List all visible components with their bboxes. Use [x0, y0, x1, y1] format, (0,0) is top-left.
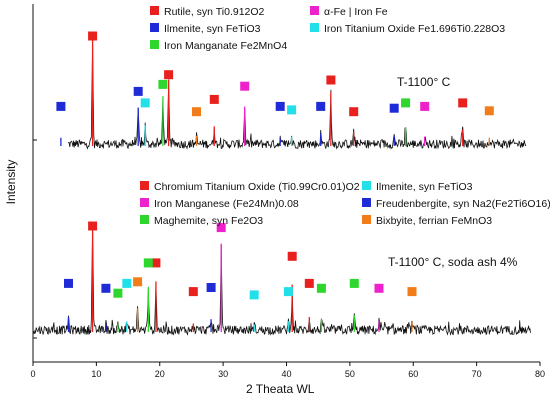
- phase-marker: [401, 98, 411, 108]
- phase-marker: [349, 278, 359, 288]
- phase-marker: [158, 79, 168, 89]
- phase-marker: [133, 277, 143, 287]
- legend-label-ilmenite: Ilmenite, syn FeTiO3: [164, 23, 261, 35]
- x-tick-label: 30: [218, 369, 228, 379]
- legend-swatch-bixbyite: [362, 215, 371, 224]
- phase-marker: [407, 287, 417, 297]
- x-axis-ticks: 0 10 20 30 40 50 60 70 80: [30, 362, 545, 379]
- legend-swatch-rutile: [150, 6, 159, 15]
- phase-marker: [283, 287, 293, 297]
- phase-marker: [113, 288, 123, 298]
- pattern-lines: [32, 40, 531, 336]
- phase-marker: [56, 101, 66, 111]
- x-tick-label: 80: [535, 369, 545, 379]
- phase-marker: [326, 75, 336, 85]
- phase-marker: [316, 101, 326, 111]
- phase-marker: [275, 101, 285, 111]
- phase-marker: [458, 98, 468, 108]
- legend-swatch-ilmenite: [150, 23, 159, 32]
- phase-marker: [374, 283, 384, 293]
- pattern-line-top: [67, 40, 527, 150]
- x-tick-label: 60: [408, 369, 418, 379]
- phase-marker: [151, 258, 161, 268]
- legend-label-iron-titanium-oxide: Iron Titanium Oxide Fe1.696Ti0.228O3: [324, 23, 505, 35]
- legend-top: Rutile, syn Ti0.912O2 α-Fe | Iron Fe Ilm…: [150, 6, 505, 52]
- phase-marker: [133, 86, 143, 96]
- legend-swatch-iron-titanium-oxide: [310, 23, 319, 32]
- phase-markers: [56, 31, 494, 300]
- x-tick-label: 10: [91, 369, 101, 379]
- legend-label-rutile: Rutile, syn Ti0.912O2: [164, 6, 265, 18]
- legend-label-alpha-fe: α-Fe | Iron Fe: [324, 6, 388, 18]
- phase-marker: [88, 221, 98, 231]
- phase-marker: [88, 31, 98, 41]
- legend-label-bixbyite: Bixbyite, ferrian FeMnO3: [376, 215, 492, 227]
- phase-marker: [240, 81, 250, 91]
- phase-marker: [192, 107, 201, 117]
- phase-marker: [389, 103, 399, 113]
- phase-marker: [216, 223, 226, 233]
- phase-marker: [316, 283, 326, 293]
- legend-swatch-freudenbergite: [362, 198, 371, 207]
- legend-label-freudenbergite: Freudenbergite, syn Na2(Fe2Ti6O16): [376, 198, 550, 210]
- legend-label-iron-manganese: Iron Manganese (Fe24Mn)0.08: [154, 198, 299, 210]
- phase-marker: [484, 106, 494, 116]
- phase-marker: [206, 283, 216, 292]
- legend-label-iron-manganate: Iron Manganate Fe2MnO4: [164, 40, 287, 52]
- phase-marker: [64, 278, 73, 288]
- legend-swatch-chromium-titanium-oxide: [140, 181, 149, 190]
- y-axis-title: Intensity: [4, 160, 18, 205]
- phase-marker: [188, 287, 198, 297]
- phase-marker: [249, 290, 259, 300]
- phase-marker: [209, 94, 219, 104]
- phase-marker: [140, 98, 150, 108]
- legend-label-ilmenite-b: Ilmenite, syn FeTiO3: [376, 181, 473, 193]
- legend-label-maghemite: Maghemite, syn Fe2O3: [154, 215, 263, 227]
- x-tick-label: 50: [345, 369, 355, 379]
- x-tick-label: 40: [281, 369, 291, 379]
- pattern-line-bottom: [32, 224, 531, 336]
- phase-marker: [287, 251, 297, 261]
- condition-label-bottom: T-1100° C, soda ash 4%: [388, 255, 518, 269]
- phase-marker: [349, 107, 359, 117]
- phase-marker: [304, 278, 314, 288]
- phase-marker: [101, 283, 111, 293]
- phase-marker: [420, 101, 430, 111]
- legend-swatch-ilmenite-b: [362, 181, 371, 190]
- legend-swatch-maghemite: [140, 215, 149, 224]
- condition-label-top: T-1100° C: [397, 75, 451, 89]
- x-axis-title: 2 Theata WL: [246, 382, 315, 396]
- legend-bottom: Chromium Titanium Oxide (Ti0.99Cr0.01)O2…: [140, 181, 550, 227]
- legend-label-chromium-titanium-oxide: Chromium Titanium Oxide (Ti0.99Cr0.01)O2: [154, 181, 360, 193]
- x-tick-label: 20: [155, 369, 165, 379]
- legend-swatch-alpha-fe: [310, 6, 319, 15]
- x-tick-label: 70: [472, 369, 482, 379]
- phase-marker: [287, 105, 297, 115]
- x-tick-label: 0: [30, 369, 35, 379]
- phase-marker: [164, 70, 174, 80]
- phase-marker: [143, 258, 153, 268]
- phase-marker: [122, 278, 132, 288]
- legend-swatch-iron-manganate: [150, 40, 159, 49]
- legend-swatch-iron-manganese: [140, 198, 149, 207]
